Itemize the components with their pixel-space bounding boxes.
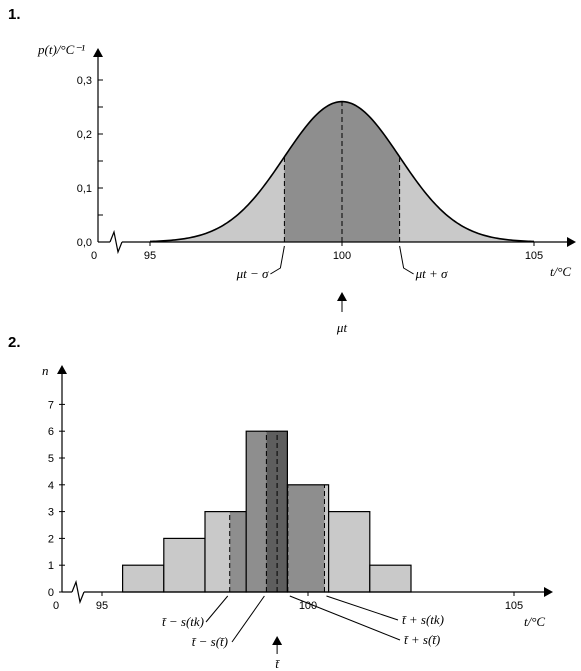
y-axis-arrow bbox=[57, 365, 67, 374]
x-axis-arrow bbox=[544, 587, 553, 597]
bar-fill bbox=[163, 538, 205, 592]
y-axis-label: p(t)/°C⁻¹ bbox=[37, 42, 85, 57]
panel-2-label: 2. bbox=[8, 334, 21, 351]
upper-tbar-annotation: t̄ + s(t̄) bbox=[404, 632, 440, 647]
origin-label: 0 bbox=[53, 600, 59, 612]
x-axis-label: t/°C bbox=[550, 264, 571, 279]
bar-fill bbox=[369, 565, 411, 592]
lower-annotation: μt − σ bbox=[236, 266, 269, 281]
x-tick-label: 105 bbox=[505, 600, 523, 612]
y-tick-label: 0,1 bbox=[77, 183, 92, 195]
bar-fill bbox=[287, 484, 325, 592]
mean-annotation: μt bbox=[336, 320, 348, 335]
axis-break bbox=[71, 579, 85, 605]
lower-tbar-annotation: t̄ − s(t̄) bbox=[192, 634, 228, 649]
mean-annotation: t̄ bbox=[275, 656, 280, 671]
x-tick-label: 105 bbox=[525, 250, 543, 262]
tail-area-right bbox=[399, 156, 534, 242]
y-tick-label: 7 bbox=[48, 399, 54, 411]
lower-tbar-leader bbox=[231, 595, 265, 643]
y-tick-label: 3 bbox=[48, 507, 54, 519]
bar-fill bbox=[324, 484, 329, 592]
upper-annotation-leader bbox=[399, 245, 414, 275]
mean-arrow-head bbox=[272, 636, 283, 645]
y-tick-label: 6 bbox=[48, 426, 54, 438]
normal-distribution-chart: 0,0 0,1 0,2 0,3 95 100 105 0 p(t)/°C⁻¹ t/°C μt − σ… bbox=[37, 42, 576, 335]
upper-tbar-leader bbox=[289, 595, 401, 641]
lower-annotation-leader bbox=[270, 245, 285, 275]
axis-break bbox=[109, 229, 123, 255]
x-tick-label: 100 bbox=[333, 250, 351, 262]
y-axis-arrow bbox=[93, 48, 103, 57]
y-tick-label: 2 bbox=[48, 533, 54, 545]
upper-tk-leader bbox=[326, 595, 399, 621]
bar-fill bbox=[328, 511, 370, 592]
x-axis-arrow bbox=[567, 237, 576, 247]
bar-fill bbox=[229, 511, 247, 592]
mean-arrow-head bbox=[337, 292, 347, 301]
bar-fill bbox=[246, 431, 267, 592]
y-axis-label: n bbox=[42, 363, 49, 378]
panel-1-label: 1. bbox=[8, 6, 21, 23]
x-tick-label: 100 bbox=[299, 600, 317, 612]
upper-annotation: μt + σ bbox=[415, 266, 448, 281]
lower-tk-annotation: t̄ − s(tk) bbox=[162, 614, 204, 629]
histogram-chart: 0 1 2 3 4 5 6 7 95 100 105 0 n t/°C t̄ − s(tk) t̄ − s(t… bbox=[42, 363, 553, 671]
density-curve bbox=[149, 100, 535, 243]
upper-tk-annotation: t̄ + s(tk) bbox=[402, 612, 444, 627]
x-tick-label: 95 bbox=[96, 600, 108, 612]
y-tick-label: 0,0 bbox=[77, 237, 92, 249]
bar-fill bbox=[122, 565, 164, 592]
x-tick-label: 95 bbox=[144, 250, 156, 262]
y-tick-label: 1 bbox=[48, 560, 54, 572]
bar-fill bbox=[205, 511, 230, 592]
x-axis-label: t/°C bbox=[524, 614, 545, 629]
y-tick-label: 5 bbox=[48, 453, 54, 465]
y-tick-label: 4 bbox=[48, 480, 54, 492]
tail-area-left bbox=[150, 156, 285, 242]
y-tick-label: 0 bbox=[48, 587, 54, 599]
one-sigma-area bbox=[284, 101, 400, 242]
lower-tk-leader bbox=[205, 595, 229, 623]
y-tick-label: 0,3 bbox=[77, 75, 92, 87]
y-tick-label: 0,2 bbox=[77, 129, 92, 141]
origin-label: 0 bbox=[91, 250, 97, 262]
